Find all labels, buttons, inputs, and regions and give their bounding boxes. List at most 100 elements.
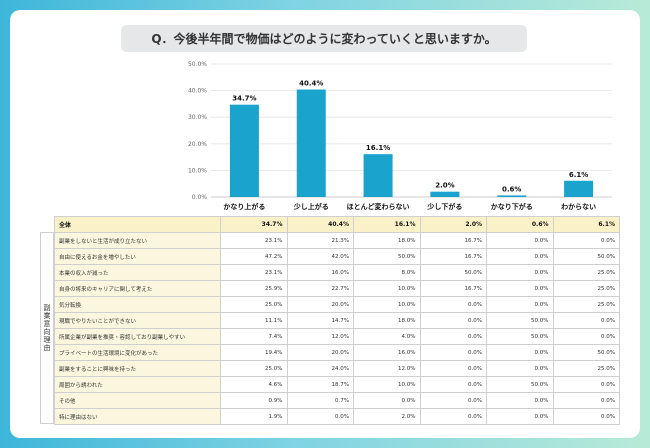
cell-value: 0.0%: [486, 280, 554, 297]
y-tick-label: 20.0%: [188, 141, 207, 148]
cell-value: 6.1%: [552, 216, 620, 233]
table-row: プライベートの生活環境に変化があった 19.4% 20.0% 16.0% 0.0% 0.0…: [54, 344, 620, 361]
row-label: 副業をすることに興味を持った: [54, 360, 221, 377]
cell-value: 4.6%: [220, 376, 288, 393]
row-label: 本業の収入が減った: [54, 264, 221, 281]
cell-value: 16.7%: [419, 280, 487, 297]
cell-value: 25.0%: [552, 280, 620, 297]
bar: [564, 180, 594, 197]
cell-value: 0.0%: [353, 392, 421, 409]
chart-labels: 34.7% かなり上がる 40.4% 少し上がる 16.1% ほとんど変わらない 2.0% 少…: [223, 80, 596, 211]
cell-value: 50.0%: [486, 376, 554, 393]
bar: [497, 195, 527, 197]
cell-value: 0.0%: [486, 296, 554, 313]
breakdown-table: 全体 34.7% 40.4% 16.1% 2.0% 0.6% 6.1% 副業をしないと生活が成…: [54, 216, 620, 425]
cell-value: 11.1%: [220, 312, 288, 329]
cell-value: 10.0%: [353, 280, 421, 297]
row-label: 所属企業が副業を推奨・容認しており副業しやすい: [54, 328, 221, 345]
cell-value: 25.0%: [552, 264, 620, 281]
cell-value: 2.0%: [353, 408, 421, 425]
table-row: 本業の収入が減った 23.1% 16.0% 8.0% 50.0% 0.0% 25.0%: [54, 264, 620, 281]
cell-value: 7.4%: [220, 328, 288, 345]
cell-value: 25.0%: [552, 360, 620, 377]
cell-value: 0.0%: [419, 392, 487, 409]
cell-value: 50.0%: [552, 344, 620, 361]
cell-value: 0.0%: [486, 248, 554, 265]
cell-value: 20.0%: [286, 296, 354, 313]
row-label: 周囲から誘われた: [54, 376, 221, 393]
cell-value: 0.0%: [486, 344, 554, 361]
table-row: 自身の将来のキャリアに関して考えた 25.9% 22.7% 10.0% 16.7% 0.0…: [54, 280, 620, 297]
cell-value: 0.0%: [552, 392, 620, 409]
cell-value: 2.0%: [419, 216, 487, 233]
cell-value: 8.0%: [353, 264, 421, 281]
row-label: その他: [54, 392, 221, 409]
table-row: 周囲から誘われた 4.6% 18.7% 10.0% 0.0% 50.0% 0.0%: [54, 376, 620, 393]
table-total-row: 全体 34.7% 40.4% 16.1% 2.0% 0.6% 6.1%: [54, 216, 620, 233]
cell-value: 0.9%: [220, 392, 288, 409]
cell-value: 16.7%: [419, 232, 487, 249]
cell-value: 50.0%: [486, 312, 554, 329]
cell-value: 22.7%: [286, 280, 354, 297]
cell-value: 0.0%: [419, 296, 487, 313]
bar: [430, 191, 460, 197]
cell-value: 0.0%: [486, 360, 554, 377]
row-label: 現職でやりたいことができない: [54, 312, 221, 329]
row-label: 自身の将来のキャリアに関して考えた: [54, 280, 221, 297]
y-tick-label: 10.0%: [188, 167, 207, 174]
row-label: 副業をしないと生活が成り立たない: [54, 232, 221, 249]
category-label: ほとんど変わらない: [347, 202, 410, 211]
y-tick-label: 40.0%: [188, 88, 207, 95]
cell-value: 25.0%: [220, 296, 288, 313]
cell-value: 14.7%: [286, 312, 354, 329]
cell-value: 0.7%: [286, 392, 354, 409]
table-row: 副業をすることに興味を持った 25.0% 24.0% 12.0% 0.0% 0.0% 25.…: [54, 360, 620, 377]
chart-bars: [229, 89, 594, 197]
cell-value: 34.7%: [220, 216, 288, 233]
cell-value: 24.0%: [286, 360, 354, 377]
cell-value: 0.0%: [419, 312, 487, 329]
cell-value: 50.0%: [552, 248, 620, 265]
cell-value: 12.0%: [286, 328, 354, 345]
cell-value: 23.1%: [220, 264, 288, 281]
cell-value: 1.9%: [220, 408, 288, 425]
cell-value: 16.0%: [286, 264, 354, 281]
cell-value: 18.7%: [286, 376, 354, 393]
cell-value: 0.0%: [286, 408, 354, 425]
cell-value: 0.0%: [552, 232, 620, 249]
row-label: プライベートの生活環境に変化があった: [54, 344, 221, 361]
cell-value: 0.0%: [552, 328, 620, 345]
cell-value: 40.4%: [286, 216, 354, 233]
cell-value: 18.0%: [353, 312, 421, 329]
cell-value: 25.0%: [220, 360, 288, 377]
cell-value: 47.2%: [220, 248, 288, 265]
cell-value: 50.0%: [353, 248, 421, 265]
cell-value: 50.0%: [419, 264, 487, 281]
cell-value: 0.0%: [552, 312, 620, 329]
category-label: かなり下がる: [491, 202, 533, 211]
y-tick-label: 0.0%: [192, 194, 208, 201]
cell-value: 19.4%: [220, 344, 288, 361]
cell-value: 23.1%: [220, 232, 288, 249]
table-row: 現職でやりたいことができない 11.1% 14.7% 18.0% 0.0% 50.0% 0.…: [54, 312, 620, 329]
chart-grid: 0.0% 10.0% 20.0% 30.0% 40.0% 50.0%: [188, 61, 612, 201]
cell-value: 50.0%: [486, 328, 554, 345]
cell-value: 0.0%: [419, 376, 487, 393]
data-label: 2.0%: [435, 182, 454, 190]
cell-value: 0.6%: [486, 216, 554, 233]
row-label: 特に理由はない: [54, 408, 221, 425]
cell-value: 0.0%: [552, 408, 620, 425]
bar: [296, 89, 326, 197]
y-tick-label: 50.0%: [188, 61, 207, 68]
cell-value: 25.0%: [552, 296, 620, 313]
table-row: 所属企業が副業を推奨・容認しており副業しやすい 7.4% 12.0% 4.0% 0.0%…: [54, 328, 620, 345]
cell-value: 12.0%: [353, 360, 421, 377]
cell-value: 16.7%: [419, 248, 487, 265]
table-row: 副業をしないと生活が成り立たない 23.1% 21.3% 18.0% 16.7% 0.0%…: [54, 232, 620, 249]
row-label: 全体: [54, 216, 221, 233]
question-title: Q．今後半年間で物価はどのように変わっていくと思いますか。: [121, 25, 527, 52]
cell-value: 0.0%: [419, 360, 487, 377]
cell-value: 21.3%: [286, 232, 354, 249]
category-label: わからない: [561, 202, 596, 211]
cell-value: 0.0%: [419, 408, 487, 425]
